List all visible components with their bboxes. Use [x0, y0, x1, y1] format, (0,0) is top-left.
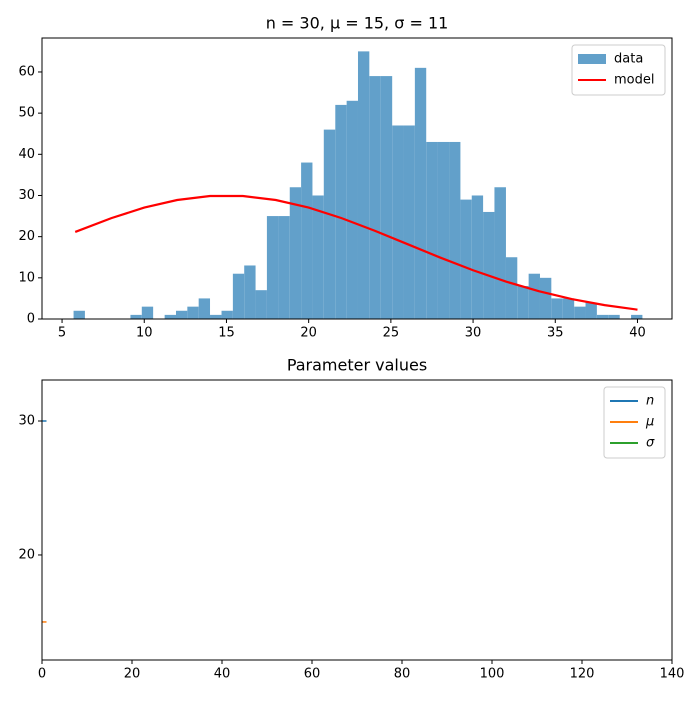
y-tick-label: 30 — [18, 188, 35, 203]
plot-area — [42, 420, 47, 623]
bar — [460, 199, 472, 319]
bar — [232, 273, 245, 319]
axes: Parameter values 0 20 40 60 80 100 120 140 20 30 nμ… — [18, 356, 684, 682]
y-tick-label: 30 — [18, 413, 35, 428]
legend-label: model — [614, 73, 654, 88]
y-tick-label: 20 — [18, 229, 35, 244]
bar — [244, 265, 256, 319]
legend-label: n — [646, 394, 654, 409]
y-tick-label: 10 — [18, 270, 35, 285]
bar — [312, 195, 324, 319]
bar — [289, 187, 302, 319]
chart-title: n = 30, μ = 15, σ = 11 — [266, 14, 449, 33]
line — [74, 194, 638, 311]
bar — [551, 298, 563, 319]
bar — [301, 162, 313, 319]
bar — [175, 310, 188, 319]
bar — [449, 141, 461, 319]
legend-label: σ — [646, 436, 655, 451]
x-tick-label: 10 — [136, 326, 153, 341]
bar — [528, 273, 540, 319]
x-tick-label: 40 — [214, 667, 231, 682]
bar — [357, 51, 370, 319]
legend-label: data — [614, 52, 643, 67]
bar — [255, 290, 267, 319]
bar — [266, 216, 279, 319]
bar — [392, 125, 404, 319]
x-tick-label: 25 — [383, 326, 400, 341]
axes: n = 30, μ = 15, σ = 11 5 10 15 20 25 30 35 40 0 10… — [18, 14, 673, 341]
x-tick-label: 80 — [394, 667, 411, 682]
bar — [631, 314, 643, 319]
bar — [346, 100, 358, 319]
bar — [380, 76, 393, 319]
bar — [539, 277, 552, 319]
x-tick-label: 120 — [570, 667, 595, 682]
plot-area — [73, 51, 643, 319]
legend-label: μ — [645, 415, 654, 430]
chart-title: Parameter values — [287, 356, 427, 375]
bar — [574, 306, 586, 319]
y-tick-label: 50 — [18, 106, 35, 121]
y-tick-label: 40 — [18, 147, 35, 162]
legend: nμσ — [603, 386, 666, 459]
bar — [141, 306, 154, 319]
x-tick-label: 60 — [304, 667, 321, 682]
bar — [483, 211, 495, 319]
x-tick-label: 20 — [300, 326, 317, 341]
bar — [335, 104, 347, 319]
bar — [437, 141, 450, 319]
bar — [585, 302, 597, 319]
legend-swatch — [578, 54, 606, 64]
x-tick-label: 5 — [58, 326, 66, 341]
bar — [323, 129, 336, 319]
bar — [198, 298, 211, 319]
bar — [187, 306, 199, 319]
x-tick-label: 0 — [38, 667, 46, 682]
bar — [73, 310, 85, 319]
bar — [505, 257, 518, 319]
bar — [164, 314, 176, 319]
bar — [596, 314, 609, 319]
bar — [414, 67, 427, 319]
bar — [562, 298, 575, 319]
bar — [130, 314, 142, 319]
bar — [494, 187, 506, 319]
bar — [210, 314, 222, 319]
bar — [221, 310, 233, 319]
x-tick-label: 20 — [124, 667, 141, 682]
x-tick-label: 100 — [480, 667, 505, 682]
bar — [278, 216, 290, 319]
bar — [471, 195, 484, 319]
x-tick-label: 40 — [629, 326, 646, 341]
x-tick-label: 15 — [218, 326, 235, 341]
y-tick-label: 60 — [18, 64, 35, 79]
bar — [517, 286, 529, 319]
axes-frame — [41, 379, 673, 661]
y-tick-label: 0 — [27, 312, 35, 327]
bar — [403, 125, 415, 319]
bar — [369, 76, 381, 319]
legend: data model — [571, 44, 666, 96]
bar — [608, 314, 620, 319]
x-tick-label: 30 — [465, 326, 482, 341]
axes-frame — [41, 37, 673, 320]
y-tick-label: 20 — [18, 547, 35, 562]
x-tick-label: 140 — [660, 667, 685, 682]
bar — [426, 141, 438, 319]
x-tick-label: 35 — [547, 326, 564, 341]
